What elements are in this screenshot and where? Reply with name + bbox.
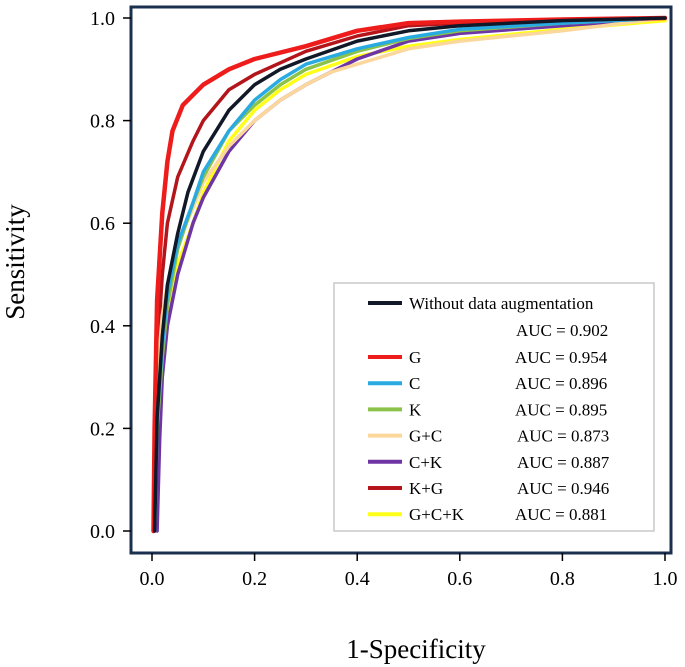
plot-frame xyxy=(129,5,673,555)
x-tick-label: 0.8 xyxy=(550,568,575,590)
legend-label: G+C xyxy=(409,427,442,446)
legend-auc: AUC = 0.902 xyxy=(516,321,608,340)
y-tick-label: 0.0 xyxy=(90,521,115,543)
roc-curve-c-k xyxy=(155,16,667,533)
legend-auc: AUC = 0.873 xyxy=(517,427,609,446)
y-axis-label: Sensitivity xyxy=(0,204,30,320)
y-axis-ticks: 0.0 0.2 0.4 0.6 0.8 1.0 xyxy=(90,8,131,543)
y-tick-label: 0.2 xyxy=(90,418,115,440)
x-tick-label: 0.6 xyxy=(447,568,472,590)
legend-auc: AUC = 0.946 xyxy=(517,479,609,498)
x-axis-ticks: 0.0 0.2 0.4 0.6 0.8 1.0 xyxy=(140,553,678,590)
legend-label: K xyxy=(409,400,422,419)
legend-label: C+K xyxy=(409,453,443,472)
legend-label: G xyxy=(409,348,421,367)
legend-label: Without data augmentation xyxy=(409,294,594,313)
y-tick-label: 0.6 xyxy=(90,213,115,235)
legend-auc: AUC = 0.881 xyxy=(515,505,607,524)
legend-box xyxy=(333,282,655,532)
roc-curve-without-data-augmentation xyxy=(152,16,667,533)
legend-auc: AUC = 0.887 xyxy=(517,453,610,472)
legend-label: C xyxy=(409,374,420,393)
x-tick-label: 0.2 xyxy=(242,568,267,590)
y-tick-label: 0.8 xyxy=(90,111,115,133)
x-tick-label: 0.0 xyxy=(140,568,165,590)
legend-auc: AUC = 0.895 xyxy=(515,400,607,419)
legend: Without data augmentation AUC = 0.902 G AUC… xyxy=(333,282,655,532)
y-tick-label: 0.4 xyxy=(90,316,115,338)
roc-curves xyxy=(151,15,668,534)
legend-label: K+G xyxy=(409,479,443,498)
x-axis-label: 1-Specificity xyxy=(346,634,486,664)
legend-auc: AUC = 0.954 xyxy=(515,348,608,367)
legend-label: G+C+K xyxy=(409,505,465,524)
x-tick-label: 0.4 xyxy=(345,568,370,590)
roc-curve-g xyxy=(151,15,668,534)
y-tick-label: 1.0 xyxy=(90,8,115,30)
x-tick-label: 1.0 xyxy=(653,568,678,590)
legend-auc: AUC = 0.896 xyxy=(515,374,607,393)
